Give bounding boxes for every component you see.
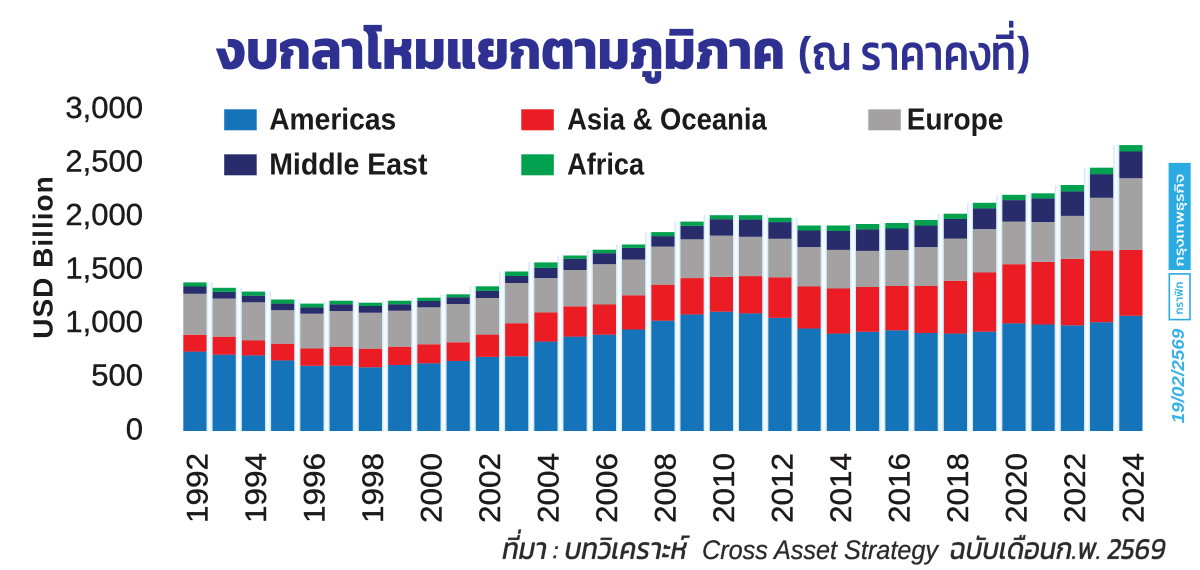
svg-text:3,000: 3,000: [65, 90, 143, 125]
svg-text:2022: 2022: [1059, 453, 1092, 523]
svg-text:1,000: 1,000: [65, 304, 143, 339]
svg-text:1992: 1992: [182, 453, 215, 523]
svg-text:Middle East: Middle East: [269, 146, 427, 181]
svg-text:USD Billion: USD Billion: [28, 175, 59, 338]
svg-text:0: 0: [126, 411, 143, 446]
svg-text:1,500: 1,500: [65, 251, 143, 286]
svg-text:2,500: 2,500: [65, 144, 143, 179]
svg-text:2006: 2006: [591, 453, 624, 523]
svg-text:Europe: Europe: [907, 101, 1004, 136]
svg-text:Asia & Oceania: Asia & Oceania: [567, 101, 767, 136]
svg-text:2012: 2012: [767, 453, 800, 523]
svg-text:2008: 2008: [650, 453, 683, 523]
svg-text:2020: 2020: [1001, 453, 1034, 523]
svg-text:2004: 2004: [533, 453, 566, 523]
svg-text:2016: 2016: [884, 453, 917, 523]
svg-text:19/02/2569: 19/02/2569: [1168, 328, 1188, 423]
svg-text:2014: 2014: [825, 453, 858, 523]
svg-text:1996: 1996: [299, 453, 332, 523]
svg-text:500: 500: [91, 358, 143, 393]
svg-text:2018: 2018: [942, 453, 975, 523]
svg-text:2,000: 2,000: [65, 197, 143, 232]
svg-text:2024: 2024: [1118, 453, 1151, 523]
svg-text:2002: 2002: [474, 453, 507, 523]
svg-text:Americas: Americas: [269, 101, 396, 136]
svg-text:Africa: Africa: [567, 146, 645, 181]
svg-text:Cross Asset Strategy: Cross Asset Strategy: [702, 534, 939, 565]
svg-text:2000: 2000: [416, 453, 449, 523]
svg-text:2010: 2010: [708, 453, 741, 523]
svg-text:1998: 1998: [357, 453, 390, 523]
svg-text:1994: 1994: [240, 453, 273, 523]
